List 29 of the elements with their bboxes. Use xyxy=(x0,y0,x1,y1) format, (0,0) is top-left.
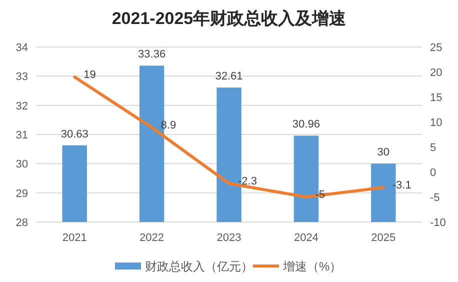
y2-tick-label: 5 xyxy=(430,142,436,154)
chart-title: 2021-2025年财政总收入及增速 xyxy=(112,9,346,28)
data-label: 32.61 xyxy=(215,70,243,83)
data-label: 30.63 xyxy=(60,128,88,140)
y-tick-label: 29 xyxy=(16,188,28,200)
y-tick-label: 28 xyxy=(16,217,28,229)
legend-label: 增速（%） xyxy=(282,260,342,274)
data-label: 30 xyxy=(377,146,390,159)
y-tick-label: 33 xyxy=(16,71,28,84)
y2-tick-label: -10 xyxy=(430,217,446,229)
y-tick-label: 34 xyxy=(16,42,28,54)
y-tick-label: 32 xyxy=(16,100,28,112)
y2-tick-label: 25 xyxy=(430,42,442,54)
y2-tick-label: 0 xyxy=(430,167,436,179)
y2-tick-label: 20 xyxy=(430,67,442,79)
y-tick-label: 30 xyxy=(16,158,28,171)
y2-tick-label: 10 xyxy=(430,117,442,129)
x-tick-label: 2021 xyxy=(62,232,87,244)
data-label: 19 xyxy=(84,69,96,81)
y-tick-label: 31 xyxy=(16,130,28,142)
x-tick-label: 2023 xyxy=(216,232,242,244)
y2-tick-label: 15 xyxy=(430,92,442,104)
data-label: 33.36 xyxy=(138,48,166,61)
legend-label: 财政总收入（亿元） xyxy=(145,260,253,274)
x-tick-label: 2024 xyxy=(294,232,318,244)
x-tick-label: 2025 xyxy=(371,232,396,244)
y2-tick-label: -5 xyxy=(430,192,440,204)
data-label: 30.96 xyxy=(292,118,320,131)
x-tick-label: 2022 xyxy=(140,232,164,244)
